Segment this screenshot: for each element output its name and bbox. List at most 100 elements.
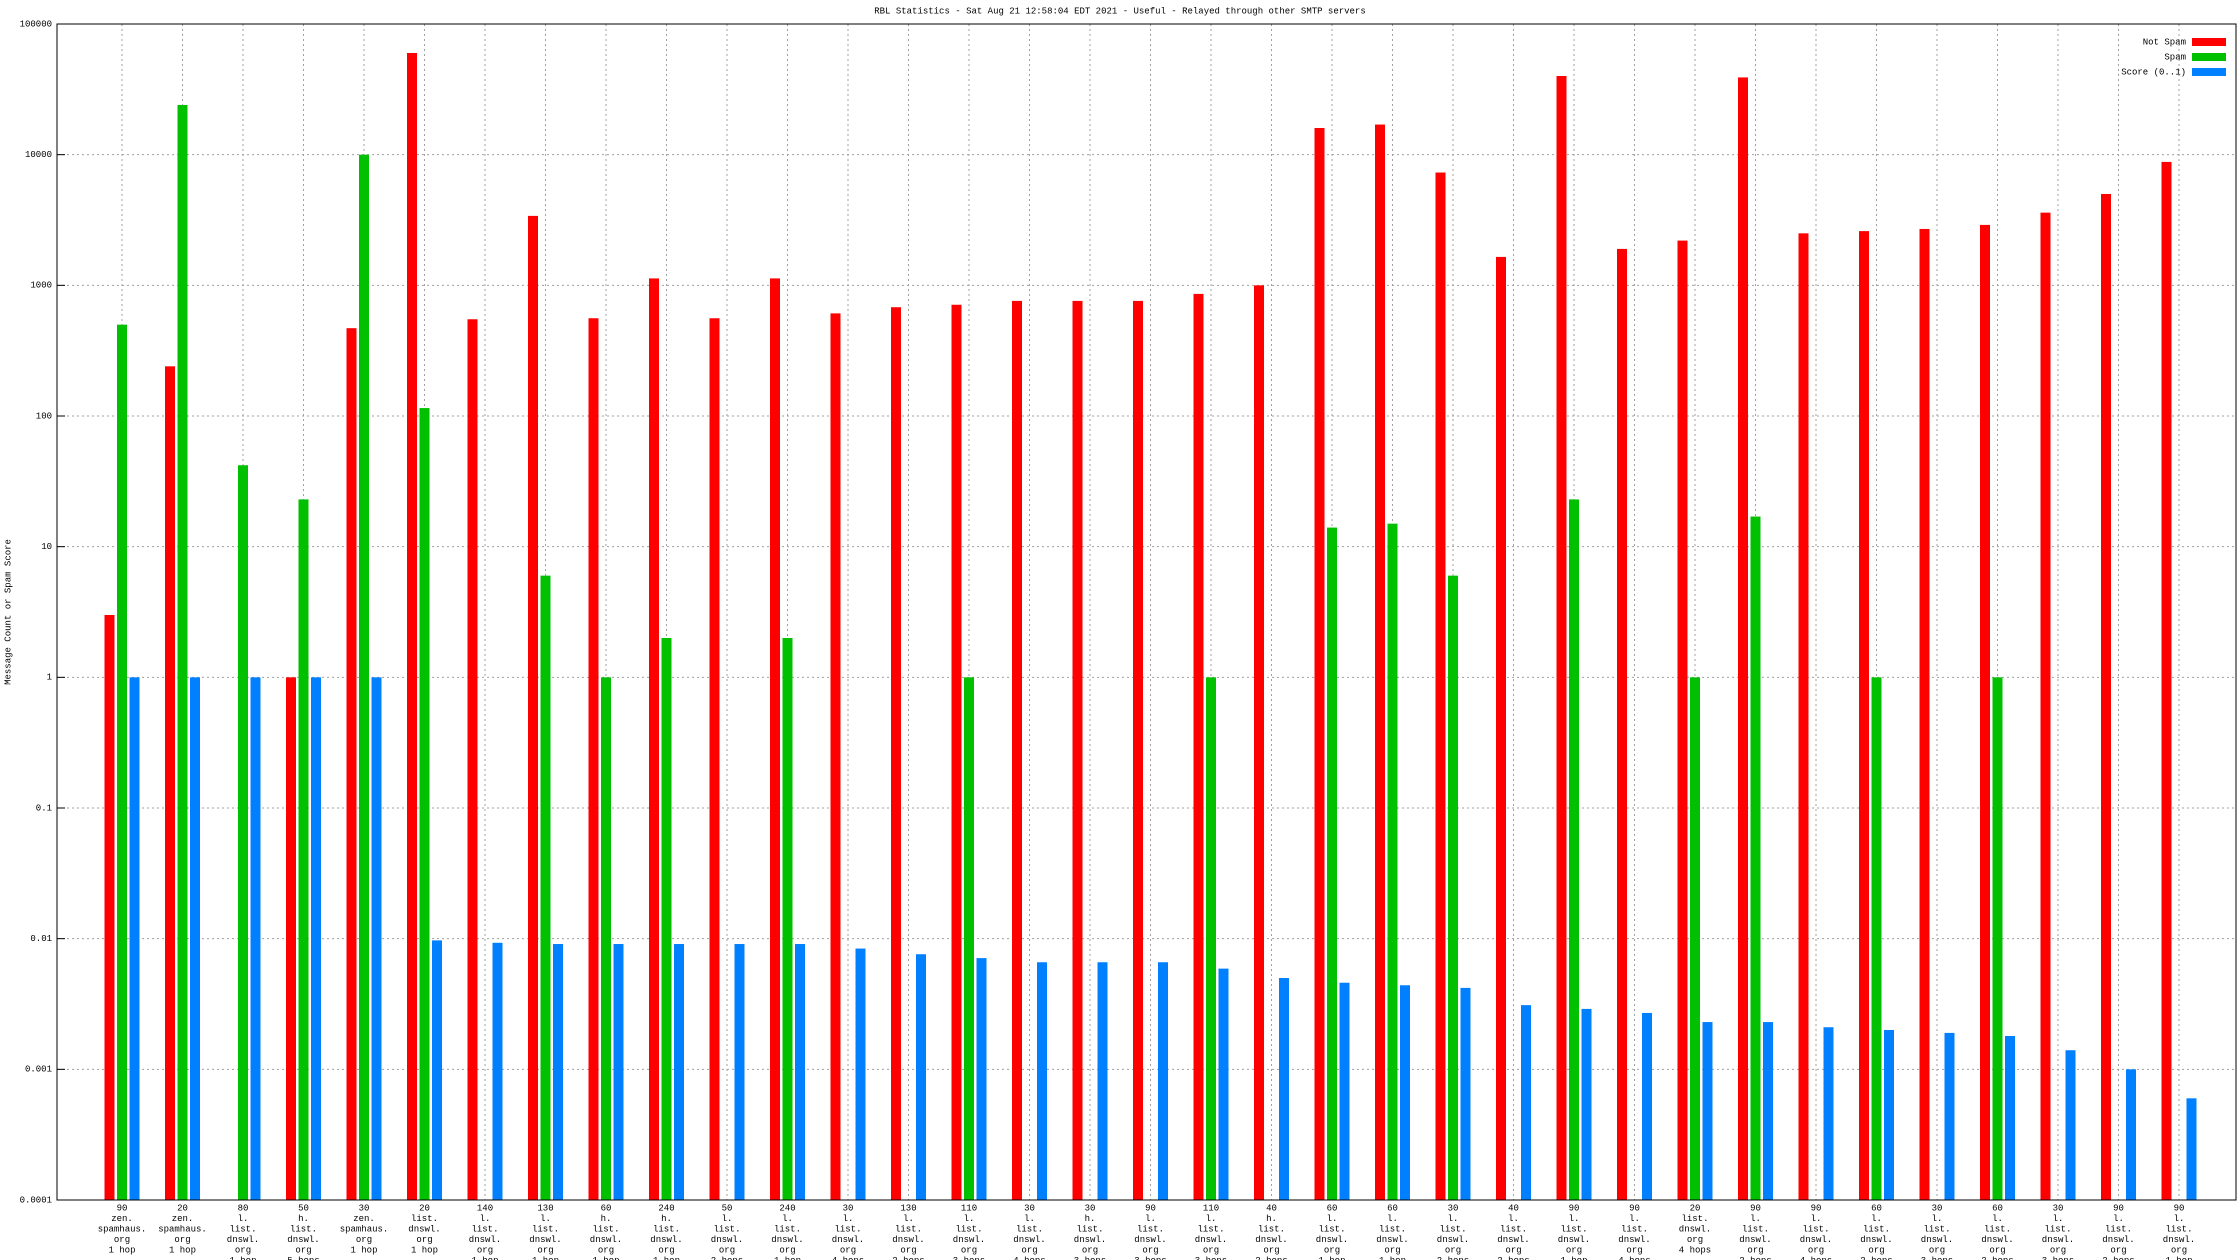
x-tick-label: 140 (477, 1203, 493, 1213)
bar (661, 637, 672, 1200)
x-tick-label: 1 hop (1379, 1256, 1406, 1260)
legend-label: Not Spam (2143, 37, 2186, 47)
bar (1738, 77, 1748, 1201)
x-tick-label: l. (722, 1214, 733, 1224)
x-tick-label: 60 (1327, 1203, 1338, 1213)
x-tick-label: org (1142, 1245, 1158, 1255)
x-tick-label: list. (290, 1224, 317, 1234)
x-tick-label: dnswl. (1195, 1235, 1227, 1245)
legend-label: Score (0..1) (2121, 67, 2186, 77)
x-tick-label: 5 hops (287, 1256, 319, 1260)
x-tick-label: org (1384, 1245, 1400, 1255)
x-tick-label: list. (1560, 1224, 1587, 1234)
x-tick-label: l. (2174, 1214, 2185, 1224)
x-tick-label: 2 hops (1255, 1256, 1287, 1260)
x-tick-label: list. (1984, 1224, 2011, 1234)
x-tick-label: 2 hops (711, 1256, 743, 1260)
x-tick-label: dnswl. (227, 1235, 259, 1245)
bar (830, 313, 841, 1201)
x-tick-label: org (658, 1245, 674, 1255)
x-tick-label: l. (964, 1214, 975, 1224)
bar (1097, 962, 1108, 1200)
x-tick-label: 20 (1690, 1203, 1701, 1213)
bar (165, 366, 175, 1200)
x-tick-label: dnswl. (711, 1235, 743, 1245)
bar (1980, 224, 1990, 1200)
bar (298, 499, 309, 1201)
x-tick-label: org (961, 1245, 977, 1255)
x-tick-label: 130 (900, 1203, 916, 1213)
x-tick-label: l. (1992, 1214, 2003, 1224)
x-tick-label: org (840, 1245, 856, 1255)
bar (1460, 987, 1471, 1200)
y-tick-label: 0.001 (25, 1065, 52, 1075)
x-tick-label: 240 (779, 1203, 795, 1213)
bar (1375, 124, 1385, 1200)
x-tick-label: org (900, 1245, 916, 1255)
x-tick-label: list. (1197, 1224, 1224, 1234)
x-tick-label: org (719, 1245, 735, 1255)
x-tick-label: 3 hops (1134, 1256, 1166, 1260)
x-tick-label: dnswl. (469, 1235, 501, 1245)
bar (1884, 1029, 1894, 1200)
x-tick-label: l. (1508, 1214, 1519, 1224)
x-tick-label: 40 (1508, 1203, 1519, 1213)
x-tick-label: org (1626, 1245, 1642, 1255)
x-tick-label: dnswl. (832, 1235, 864, 1245)
bar (613, 944, 624, 1200)
x-tick-label: 60 (601, 1203, 612, 1213)
bar (1218, 968, 1229, 1200)
x-tick-label: 1 hop (653, 1256, 680, 1260)
x-tick-label: 1 hop (1560, 1256, 1587, 1260)
x-tick-label: l. (1206, 1214, 1217, 1224)
x-tick-label: dnswl. (590, 1235, 622, 1245)
x-tick-label: 1 hop (774, 1256, 801, 1260)
x-tick-label: list. (411, 1214, 438, 1224)
x-tick-label: spamhaus. (98, 1224, 147, 1234)
bar (1158, 962, 1168, 1200)
x-tick-label: 90 (2174, 1203, 2185, 1213)
x-tick-label: 1 hop (229, 1256, 256, 1260)
x-tick-label: 2 hops (1497, 1256, 1529, 1260)
bar (951, 304, 962, 1200)
x-tick-label: h. (661, 1214, 672, 1224)
x-tick-label: list. (2105, 1224, 2132, 1234)
bar (467, 319, 478, 1200)
x-tick-label: 1 hop (1318, 1256, 1345, 1260)
y-tick-label: 0.01 (30, 934, 52, 944)
x-tick-label: 50 (298, 1203, 309, 1213)
x-tick-label: 2 hops (1860, 1256, 1892, 1260)
bar (1314, 127, 1325, 1200)
bar (1193, 293, 1204, 1200)
x-tick-label: 90 (1145, 1203, 1156, 1213)
x-tick-label: list. (653, 1224, 680, 1234)
x-tick-label: 90 (117, 1203, 128, 1213)
x-tick-label: 2 hops (1437, 1256, 1469, 1260)
legend-swatch (2192, 53, 2226, 61)
bar (286, 677, 296, 1200)
bar (432, 940, 442, 1200)
x-tick-label: dnswl. (1800, 1235, 1832, 1245)
bar (250, 677, 261, 1200)
bar (1072, 300, 1083, 1201)
x-tick-label: 3 hops (2042, 1256, 2074, 1260)
bar (2161, 161, 2172, 1201)
x-tick-label: dnswl. (892, 1235, 924, 1245)
bar (1327, 527, 1337, 1200)
x-tick-label: dnswl. (1134, 1235, 1166, 1245)
bar (855, 948, 866, 1200)
x-tick-label: list. (532, 1224, 559, 1234)
bar (419, 408, 430, 1200)
x-tick-label: 1 hop (532, 1256, 559, 1260)
x-tick-label: list. (834, 1224, 861, 1234)
x-tick-label: l. (1387, 1214, 1398, 1224)
x-tick-label: list. (1500, 1224, 1527, 1234)
x-tick-label: 1 hop (350, 1245, 377, 1255)
bar (540, 575, 551, 1200)
x-tick-label: h. (298, 1214, 309, 1224)
bar (238, 465, 248, 1200)
y-tick-label: 100 (36, 411, 52, 421)
bar (129, 677, 140, 1200)
bar (674, 944, 684, 1200)
x-tick-label: 30 (1024, 1203, 1035, 1213)
